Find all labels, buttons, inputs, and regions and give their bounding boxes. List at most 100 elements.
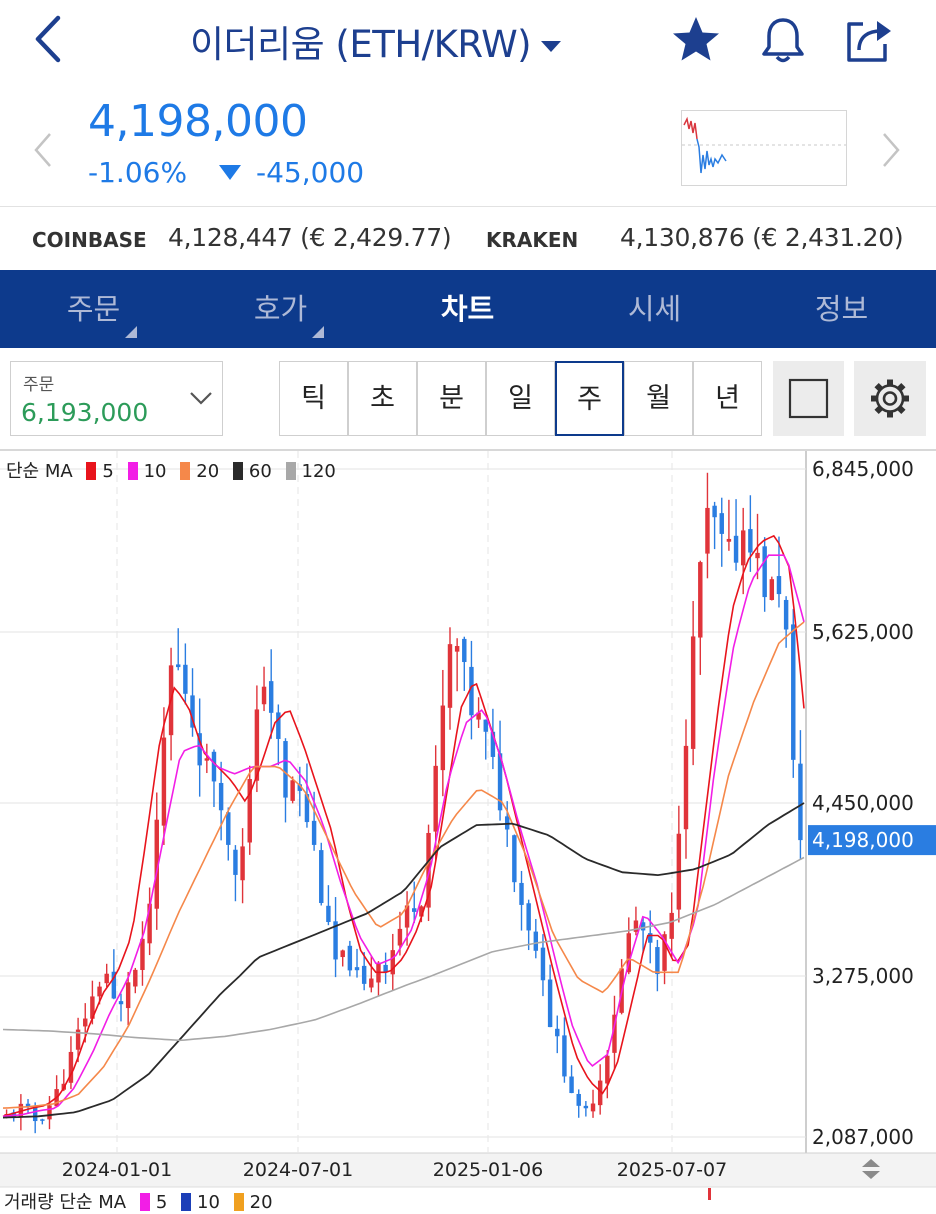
mini-chart-graphic xyxy=(682,116,846,174)
settings-button[interactable] xyxy=(854,361,926,436)
candle-body xyxy=(662,934,667,971)
period-tick-button[interactable]: 틱 xyxy=(279,361,348,436)
candle-body xyxy=(526,903,531,931)
candle-body xyxy=(369,978,374,988)
fullscreen-button[interactable] xyxy=(773,361,844,436)
order-label: 주문 xyxy=(23,375,55,395)
candle-body xyxy=(440,705,446,771)
candle-body xyxy=(111,971,117,999)
candle-body xyxy=(733,535,739,563)
candle-body xyxy=(197,733,202,766)
tab-label: 호가 xyxy=(253,292,308,326)
candle-body xyxy=(404,905,410,928)
candle-body xyxy=(791,624,796,760)
legend-label: 20 xyxy=(249,1192,273,1213)
order-price-select[interactable]: 주문 6,193,000 xyxy=(10,361,223,436)
period-day-button[interactable]: 일 xyxy=(486,361,555,436)
ma-line-120 xyxy=(2,856,805,1042)
volume-legend-prefix: 거래량 단순 MA xyxy=(4,1192,127,1213)
change-amount: -45,000 xyxy=(256,156,365,189)
candle-body xyxy=(433,765,438,832)
bell-icon[interactable] xyxy=(757,14,809,66)
dropdown-caret-icon xyxy=(541,41,562,52)
ma-legend-prefix: 단순 MA xyxy=(6,461,73,482)
candle-body xyxy=(97,986,102,997)
ma-line-20 xyxy=(2,621,805,1109)
share-icon[interactable] xyxy=(843,14,895,66)
candle-body xyxy=(769,579,775,600)
candle-body xyxy=(261,686,267,705)
y-tick-label: 2,087,000 xyxy=(812,1125,914,1149)
candle-body xyxy=(640,922,646,931)
candle-body xyxy=(190,695,195,728)
tab-chart[interactable]: 차트 xyxy=(374,270,561,348)
candle-body xyxy=(719,513,724,534)
gear-icon xyxy=(871,379,909,418)
period-minute-button[interactable]: 분 xyxy=(417,361,486,436)
x-tick-label: 2025-07-07 xyxy=(617,1159,727,1181)
page-title[interactable]: 이더리움 (ETH/KRW) xyxy=(190,14,562,68)
candle-body xyxy=(512,835,517,883)
candle-body xyxy=(698,562,703,638)
candle-body xyxy=(11,1112,16,1117)
candle-body xyxy=(583,1105,589,1109)
period-month-button[interactable]: 월 xyxy=(624,361,693,436)
candle-body xyxy=(462,638,467,663)
tab-market-price[interactable]: 시세 xyxy=(561,270,748,348)
candle-body xyxy=(319,850,324,904)
star-icon[interactable] xyxy=(670,14,722,66)
previous-arrow-icon[interactable] xyxy=(32,130,54,170)
ma-line-10 xyxy=(2,554,805,1118)
candle-body xyxy=(569,1076,574,1094)
candle-body xyxy=(247,779,252,843)
legend-swatch xyxy=(127,462,138,480)
candle-body xyxy=(690,636,696,749)
legend-label: 20 xyxy=(196,461,220,482)
candle-body xyxy=(454,646,460,652)
candle-body xyxy=(311,820,317,845)
period-week-button[interactable]: 주 xyxy=(555,361,624,436)
candle-body xyxy=(83,1018,88,1027)
candle-body xyxy=(755,552,760,559)
period-second-button[interactable]: 초 xyxy=(348,361,417,436)
candle-body xyxy=(426,832,431,908)
candle-body xyxy=(776,576,782,595)
candle-body xyxy=(490,731,496,757)
legend-label: 120 xyxy=(301,461,336,482)
candle-body xyxy=(612,1014,617,1053)
tab-info[interactable]: 정보 xyxy=(748,270,935,348)
next-arrow-icon[interactable] xyxy=(880,130,902,170)
candle-body xyxy=(669,912,674,939)
tab-order[interactable]: 주문 xyxy=(0,270,187,348)
current-price-tag-label: 4,198,000 xyxy=(812,828,914,852)
candle-body xyxy=(183,664,188,694)
candle-body xyxy=(154,819,159,909)
tab-orderbook[interactable]: 호가 xyxy=(187,270,374,348)
mini-chart[interactable] xyxy=(681,110,847,186)
period-selector: 틱 초 분 일 주 월 년 xyxy=(279,361,764,436)
candle-body xyxy=(748,529,753,553)
candle-body xyxy=(218,782,224,811)
candle-body xyxy=(633,920,639,932)
candle-body xyxy=(47,1105,52,1120)
exchange-name-coinbase: COINBASE xyxy=(32,228,147,252)
candle-body xyxy=(390,950,395,975)
candle-body xyxy=(297,784,303,791)
current-price-tag xyxy=(808,825,936,856)
legend-swatch xyxy=(181,1193,192,1211)
candle-body xyxy=(533,931,539,951)
legend-label: 10 xyxy=(197,1192,220,1213)
back-chevron-icon[interactable] xyxy=(30,14,70,64)
candle-body xyxy=(104,973,109,984)
candle-body xyxy=(140,938,145,970)
legend-label: 5 xyxy=(102,461,114,482)
candle-body xyxy=(712,505,717,518)
period-year-button[interactable]: 년 xyxy=(693,361,762,436)
candle-body xyxy=(497,753,503,811)
candle-body xyxy=(147,903,152,944)
y-tick-label: 4,450,000 xyxy=(812,791,914,815)
candle-body xyxy=(576,1093,581,1106)
price-chart[interactable]: 6,845,000 5,625,000 4,450,000 3,275,000 2,08… xyxy=(0,451,936,1200)
legend-label: 10 xyxy=(143,461,167,482)
candle-body xyxy=(762,546,767,598)
